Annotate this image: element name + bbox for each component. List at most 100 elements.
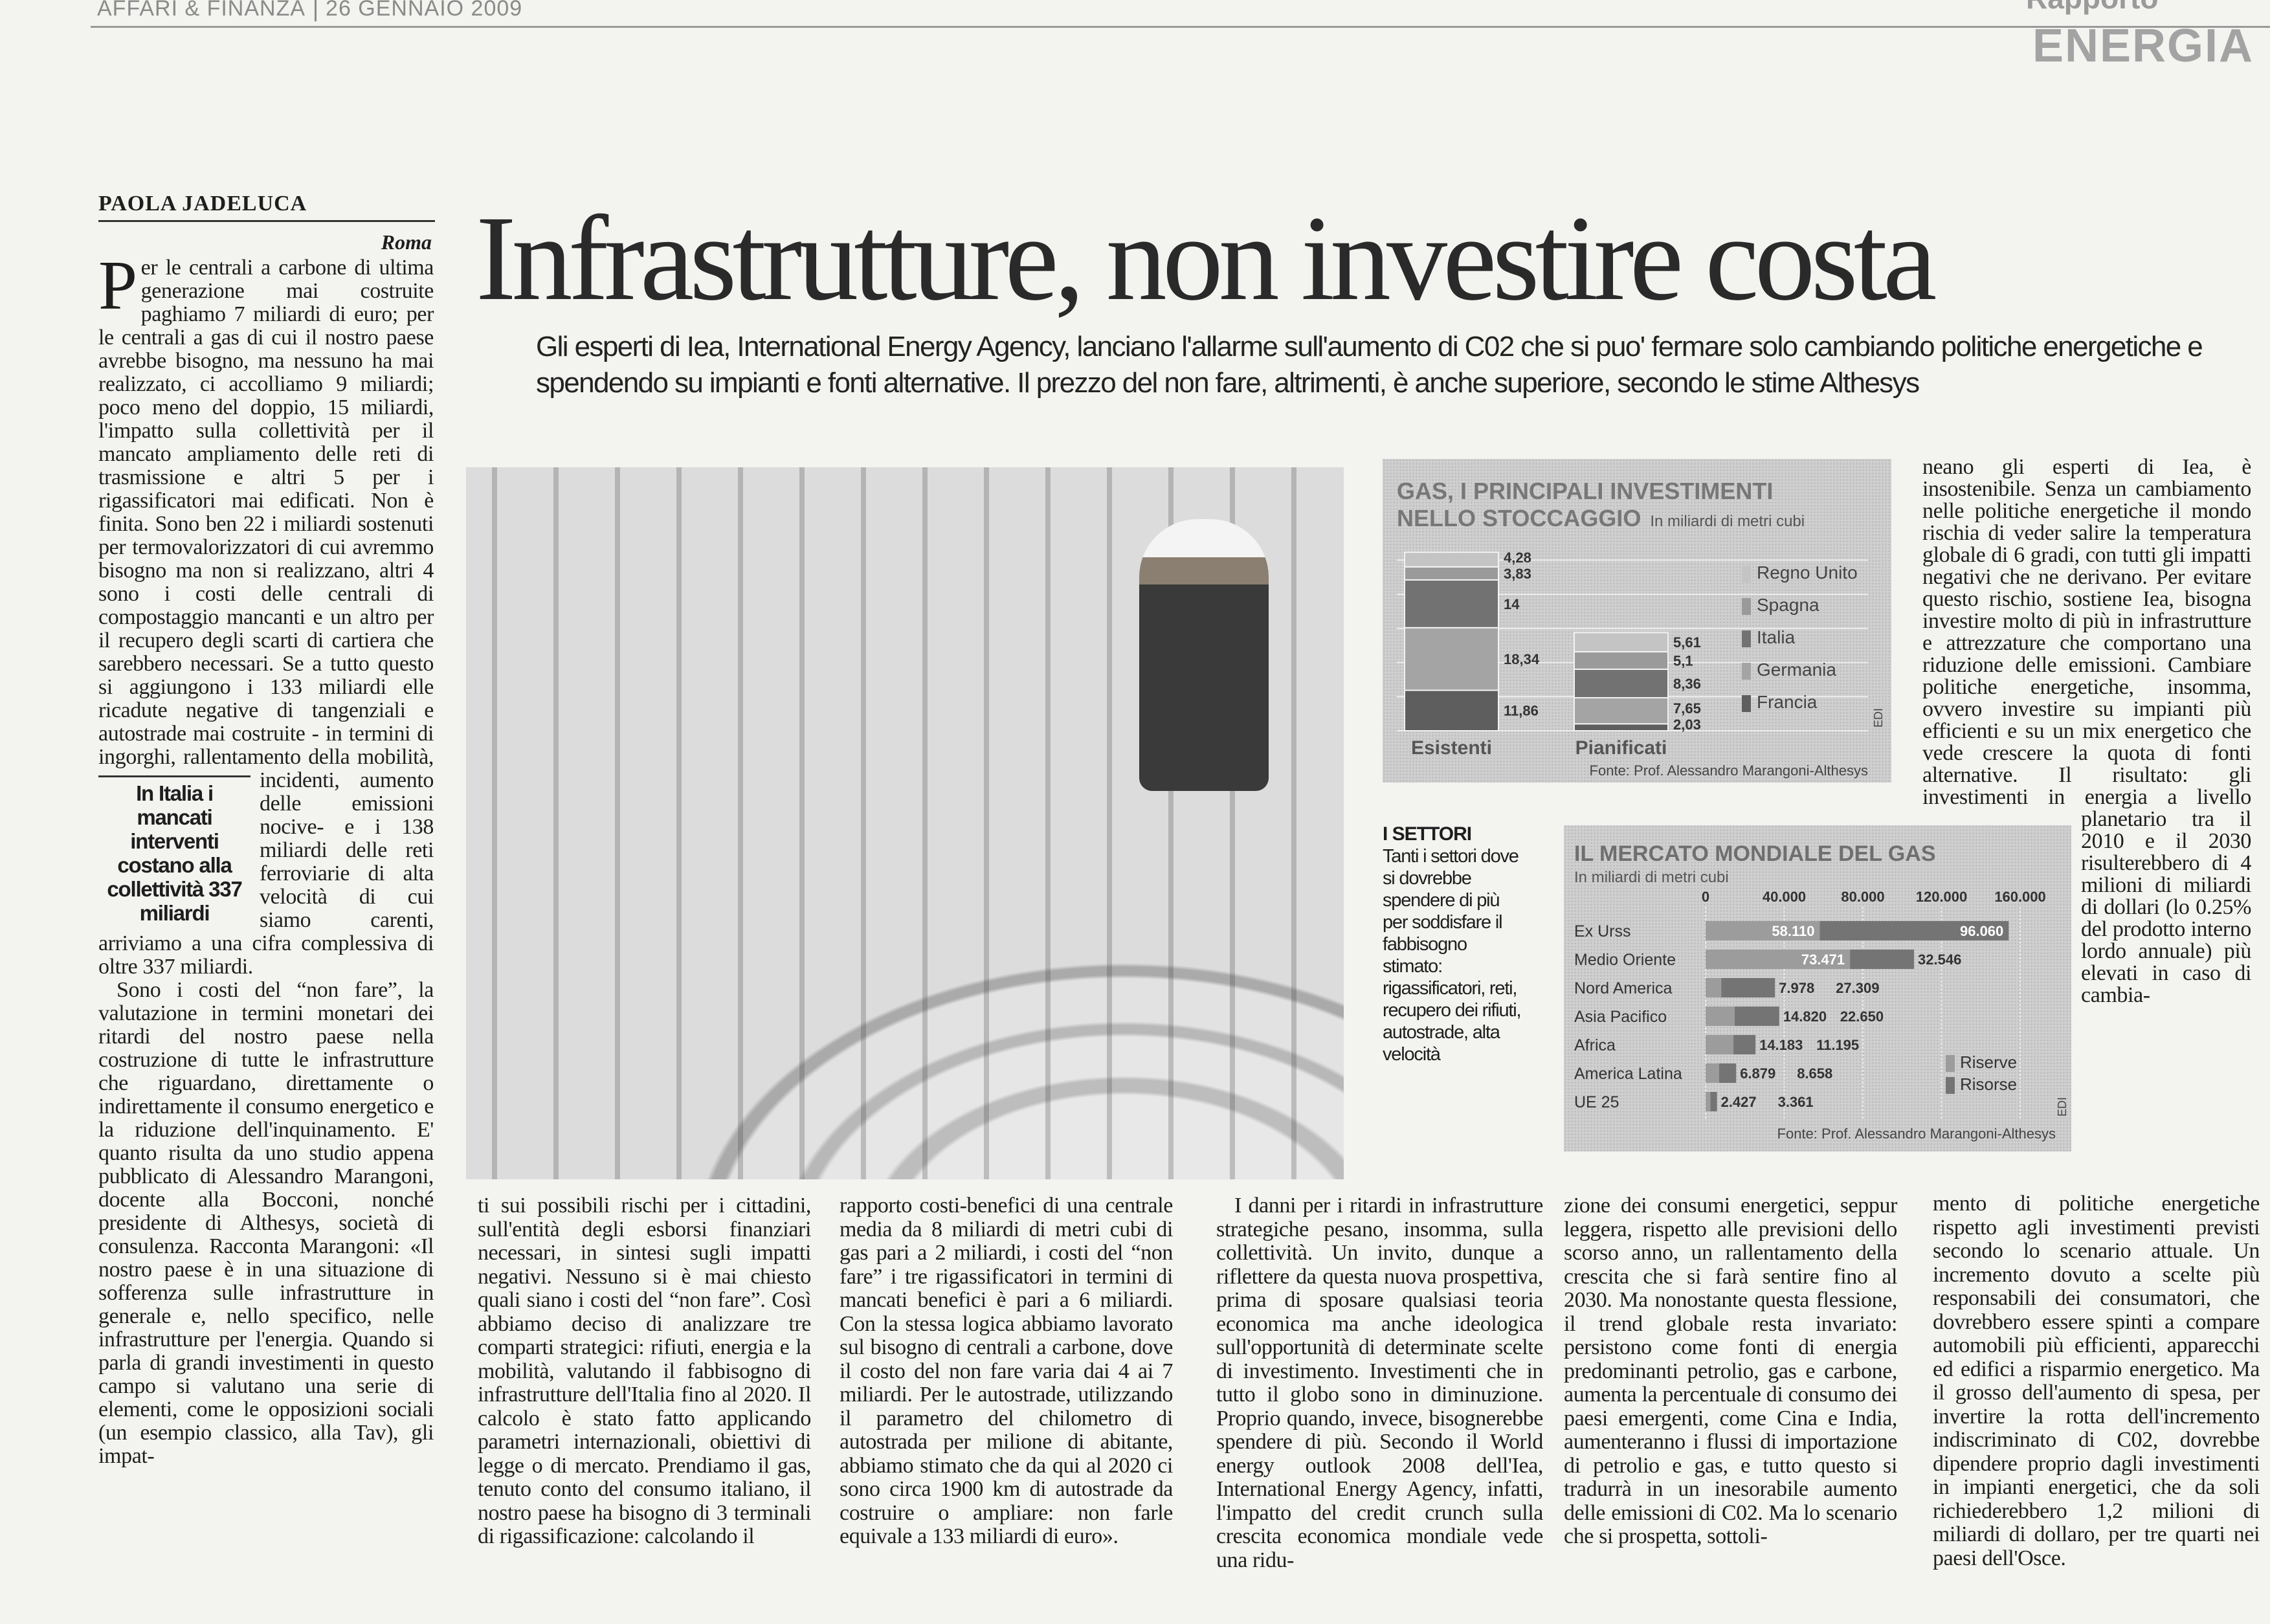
data-label: 2.427 (1721, 1094, 1757, 1110)
legend-swatch (1742, 630, 1751, 647)
issue-date: 26 GENNAIO 2009 (326, 0, 523, 21)
data-label: 58.110 (1772, 923, 1814, 939)
legend-swatch (1946, 1055, 1955, 1072)
paragraph: ti sui possibili rischi per i cittadini,… (478, 1194, 811, 1548)
paragraph: Sono i costi del “non fare”, la valutazi… (98, 978, 434, 1468)
data-label: 2,03 (1673, 717, 1701, 733)
category-label: Ex Urss (1574, 922, 1631, 940)
data-label: 22.650 (1840, 1008, 1884, 1025)
dateline: Roma (381, 230, 432, 254)
x-tick-label: 0 (1702, 889, 1709, 905)
subtitle: Gli esperti di Iea, International Energy… (536, 331, 2203, 399)
bar-segment-riserve (1706, 1063, 1719, 1083)
header-rubric: Rapporto (2026, 0, 2158, 16)
legend-label: Italia (1757, 627, 1796, 647)
chart-title: IL MERCATO MONDIALE DEL GAS (1574, 841, 1936, 866)
chart-source: Fonte: Prof. Alessandro Marangoni-Althes… (1777, 1126, 2056, 1142)
data-label: 5,61 (1673, 634, 1701, 651)
legend-label: Spagna (1757, 595, 1819, 615)
x-tick-label: 80.000 (1841, 889, 1884, 905)
category-label: Medio Oriente (1574, 951, 1676, 969)
header-divider (315, 0, 317, 22)
data-label: 4,28 (1504, 550, 1531, 566)
category-label: Esistenti (1411, 737, 1492, 759)
article-column-1: Per le centrali a carbone di ultima gene… (98, 247, 434, 1468)
paragraph: I danni per i ritardi in infrastrutture … (1216, 1194, 1543, 1572)
lead-text-a: Per le centrali a carbone di ultima gene… (98, 247, 434, 792)
legend-label: Regno Unito (1757, 562, 1858, 583)
lead-text-b: cidenti, aumento delle emissioni nocive-… (98, 768, 434, 979)
article-photo (466, 467, 1344, 1179)
data-label: 11,86 (1504, 703, 1539, 719)
paragraph: rapporto costi-benefici di una centrale … (840, 1194, 1173, 1548)
x-tick-label: 160.000 (1994, 889, 2046, 905)
data-label: 14.183 (1759, 1037, 1803, 1053)
chart-wrap-spacer (1922, 825, 2081, 1162)
lead-paragraph: Per le centrali a carbone di ultima gene… (98, 247, 434, 979)
data-label: 5,1 (1673, 652, 1693, 669)
chart-credit: EDI (1872, 708, 1885, 728)
bar-segment-regno-unito (1574, 632, 1669, 652)
header-publication: AFFARI & FINANZA 26 GENNAIO 2009 (97, 0, 523, 22)
bar-segment-italia (1404, 579, 1499, 628)
legend-label: Francia (1757, 692, 1818, 712)
publication-name: AFFARI & FINANZA (97, 0, 306, 21)
data-label: 8.658 (1797, 1065, 1832, 1082)
category-label: Asia Pacifico (1574, 1008, 1667, 1026)
article-column-6: mento di politiche energetiche rispetto … (1933, 1192, 2260, 1570)
legend-swatch (1742, 663, 1751, 680)
paragraph: mento di politiche energetiche rispetto … (1933, 1192, 2260, 1570)
pull-quote: In Italia i mancati interventi costano a… (98, 775, 250, 925)
bar-segment-riserve (1706, 1007, 1735, 1026)
bar-segment-risorse (1819, 921, 2009, 940)
bar-segment-risorse (1721, 978, 1775, 997)
data-label: 14 (1504, 596, 1520, 612)
bar-segment-risorse (1719, 1063, 1737, 1083)
chart-subtitle: In miliardi di metri cubi (1650, 513, 1805, 530)
data-label: 8,36 (1673, 676, 1701, 692)
legend-swatch (1742, 566, 1751, 583)
paragraph: neano gli esperti di Iea, è insostenibil… (1922, 455, 2251, 1007)
data-label: 27.309 (1836, 980, 1879, 996)
data-label: 3,83 (1504, 566, 1531, 582)
legend-swatch (1742, 598, 1751, 615)
chart-title: GAS, I PRINCIPALI INVESTIMENTI (1397, 478, 1773, 504)
article-column-5: zione dei consumi energetici, seppur leg… (1564, 1194, 1897, 1549)
headline: Infrastrutture, non investire costa (476, 190, 1937, 326)
chart-subtitle: In miliardi di metri cubi (1574, 869, 1729, 886)
bar-segment-riserve (1706, 978, 1722, 997)
data-label: 3.361 (1778, 1094, 1814, 1110)
category-label: UE 25 (1574, 1093, 1619, 1111)
data-label: 7.978 (1779, 980, 1814, 996)
bar-segment-regno-unito (1404, 551, 1499, 568)
chart-title-line2: NELLO STOCCAGGIO (1397, 505, 1641, 531)
bar-segment-riserve (1706, 950, 1851, 969)
category-label: Nord America (1574, 979, 1673, 997)
settori-box: I SETTORI Tanti i settori dove si dovreb… (1383, 823, 1524, 1065)
settori-text: Tanti i settori dove si dovrebbe spender… (1383, 846, 1522, 1065)
article-column-right: neano gli esperti di Iea, è insostenibil… (1922, 456, 2251, 1162)
article-column-3: rapporto costi-benefici di una centrale … (840, 1194, 1173, 1549)
bar-segment-francia (1404, 689, 1499, 731)
bar-segment-spagna (1574, 651, 1669, 670)
header-rule (91, 26, 2270, 28)
chart-credit: EDI (2056, 1097, 2069, 1117)
bar-segment-spagna (1404, 566, 1499, 581)
data-label: 14.820 (1783, 1008, 1827, 1025)
category-label: Africa (1574, 1036, 1616, 1054)
bar-segment-italia (1574, 668, 1669, 698)
photo-worker-figure (1139, 519, 1269, 791)
legend-swatch (1742, 695, 1751, 712)
bar-segment-riserve (1706, 1092, 1711, 1111)
data-label: 96.060 (1960, 923, 2003, 939)
section-title: ENERGIA (2032, 20, 2254, 72)
chart-gas-storage: GAS, I PRINCIPALI INVESTIMENTI NELLO STOC… (1383, 459, 1891, 783)
byline: PAOLA JADELUCA (98, 192, 435, 222)
chart-gas-market: IL MERCATO MONDIALE DEL GAS In miliardi d… (1564, 825, 2071, 1151)
legend-label: Riserve (1960, 1052, 2017, 1072)
x-tick-label: 120.000 (1916, 889, 1968, 905)
category-label: Pianificati (1575, 737, 1667, 759)
bar-segment-riserve (1706, 1035, 1734, 1054)
legend-label: Germania (1757, 660, 1836, 680)
bar-segment-risorse (1733, 1035, 1756, 1054)
